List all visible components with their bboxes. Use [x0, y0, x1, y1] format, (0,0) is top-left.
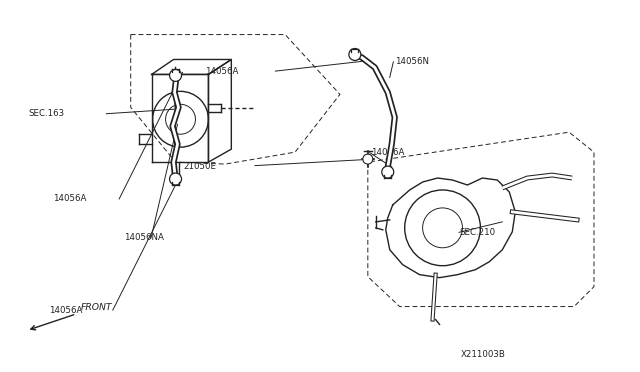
Text: X211003B: X211003B — [460, 350, 505, 359]
Text: 14056NA: 14056NA — [124, 233, 164, 243]
Circle shape — [170, 173, 182, 185]
Text: 21050E: 21050E — [183, 162, 216, 171]
Circle shape — [349, 48, 361, 61]
Text: SEC.210: SEC.210 — [459, 228, 495, 237]
Circle shape — [382, 166, 394, 178]
Text: 14056A: 14056A — [49, 306, 83, 315]
Text: 14056A: 14056A — [205, 67, 239, 76]
Text: 14056A: 14056A — [54, 195, 87, 203]
Text: SEC.163: SEC.163 — [28, 109, 64, 118]
Text: 14056A: 14056A — [371, 148, 404, 157]
Circle shape — [170, 70, 182, 81]
Text: 14056N: 14056N — [396, 57, 429, 66]
Text: FRONT: FRONT — [81, 303, 112, 312]
Circle shape — [363, 154, 373, 164]
